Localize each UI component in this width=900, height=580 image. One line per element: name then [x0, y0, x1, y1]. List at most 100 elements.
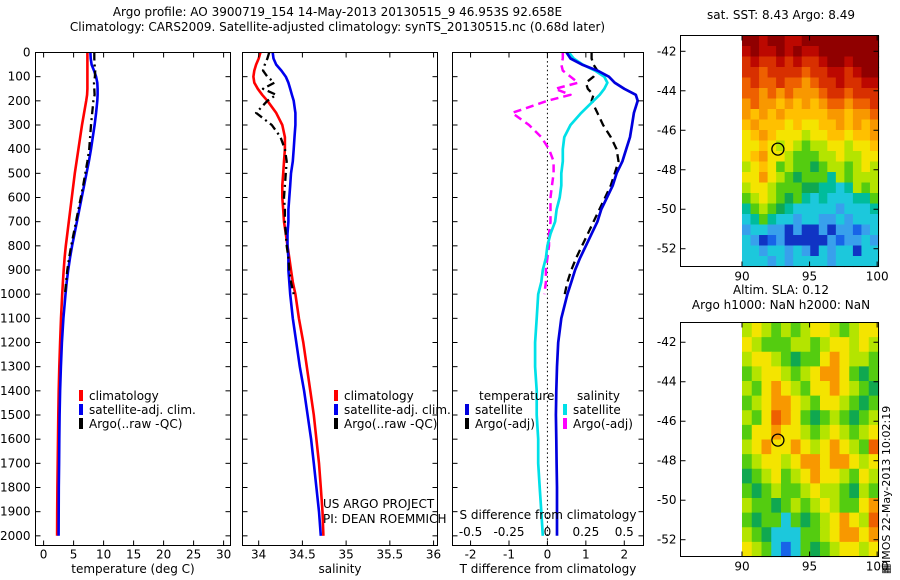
project-annotation: US ARGO PROJECT PI: DEAN ROEMMICH	[323, 497, 446, 527]
svg-text:34.5: 34.5	[289, 548, 316, 562]
svg-text:1400: 1400	[0, 384, 31, 398]
series-satellite-adj-clim-	[57, 52, 99, 536]
figure-title: Argo profile: AO 3900719_154 14-May-2013…	[10, 5, 665, 35]
satellite-adj-swatch	[334, 404, 338, 415]
sla-heatmap-grid	[741, 322, 880, 558]
t-difference-axis-label: T difference from climatology	[459, 562, 637, 576]
svg-text:1200: 1200	[0, 336, 31, 350]
climatology-swatch	[79, 390, 83, 401]
svg-text:2000: 2000	[0, 529, 31, 543]
svg-text:-48: -48	[657, 454, 677, 468]
svg-text:1100: 1100	[0, 311, 31, 325]
series-argo-raw-qc-	[63, 52, 97, 295]
svg-text:0: 0	[544, 548, 552, 562]
sla-profile-location-marker	[771, 433, 785, 447]
svg-text:1900: 1900	[0, 505, 31, 519]
svg-text:30: 30	[216, 548, 231, 562]
temperature-legend: climatology satellite-adj. clim. Argo(..…	[79, 389, 196, 431]
svg-text:0.25: 0.25	[572, 525, 599, 539]
satellite-adj-swatch	[79, 404, 83, 415]
legend-item-argo: Argo(..raw -QC)	[79, 417, 196, 431]
legend-header-salinity: salinity	[577, 389, 621, 403]
series-argo-raw-qc-	[254, 52, 295, 295]
salinity-axes-box	[242, 52, 438, 546]
series-s-argo-adj-	[510, 52, 580, 295]
argo-swatch	[334, 418, 338, 429]
argo-swatch	[79, 418, 83, 429]
sst-heatmap-grid	[741, 35, 880, 268]
svg-text:300: 300	[8, 118, 31, 132]
svg-text:1500: 1500	[0, 408, 31, 422]
svg-text:-2: -2	[465, 548, 477, 562]
sst-map-title: sat. SST: 8.43 Argo: 8.49	[706, 8, 856, 22]
svg-text:36: 36	[426, 548, 441, 562]
svg-text:1800: 1800	[0, 481, 31, 495]
svg-text:1000: 1000	[0, 287, 31, 301]
svg-text:200: 200	[8, 94, 31, 108]
t-argo-swatch	[465, 418, 469, 429]
series-climatology	[55, 52, 89, 536]
svg-text:0: 0	[544, 525, 552, 539]
svg-text:1: 1	[582, 548, 590, 562]
series-satellite-adj-clim-	[271, 52, 323, 536]
svg-text:-1: -1	[503, 548, 515, 562]
svg-text:35: 35	[338, 548, 353, 562]
temperature-axis-label: temperature (deg C)	[71, 562, 195, 576]
svg-text:-42: -42	[657, 335, 677, 349]
svg-text:0: 0	[23, 46, 31, 60]
svg-text:600: 600	[8, 191, 31, 205]
svg-text:1700: 1700	[0, 456, 31, 470]
svg-text:0.5: 0.5	[615, 525, 634, 539]
s-difference-axis-label: S difference from climatology	[459, 508, 637, 522]
svg-text:1600: 1600	[0, 432, 31, 446]
legend-item-climatology: climatology	[334, 389, 451, 403]
sla-map: 90 95 100 -42 -44 -46 -48 -50 -52	[657, 322, 889, 574]
legend-item-t-satellite: satellite	[465, 403, 554, 417]
difference-panel: -2 -1 0 1 2 -0.5 -0.25 0 0.25 0.5	[452, 51, 644, 562]
svg-text:5: 5	[70, 548, 78, 562]
svg-text:100: 100	[866, 560, 889, 574]
svg-text:15: 15	[126, 548, 141, 562]
legend-header-temperature: temperature	[479, 389, 555, 403]
salinity-axis-label: salinity	[318, 562, 362, 576]
project-line-1: US ARGO PROJECT	[323, 497, 435, 511]
title-line-2: Climatology: CARS2009. Satellite-adjuste…	[69, 20, 606, 34]
svg-text:-50: -50	[657, 202, 677, 216]
svg-text:900: 900	[8, 263, 31, 277]
svg-text:20: 20	[156, 548, 171, 562]
legend-item-argo: Argo(..raw -QC)	[334, 417, 451, 431]
legend-item-satellite-adj: satellite-adj. clim.	[334, 403, 451, 417]
svg-text:1300: 1300	[0, 360, 31, 374]
svg-text:-48: -48	[657, 163, 677, 177]
temperature-panel: 0 5 10 15 20 25 300100200300400500600700800900…	[0, 46, 231, 562]
svg-text:-46: -46	[657, 123, 677, 137]
svg-text:-44: -44	[657, 375, 677, 389]
title-line-1: Argo profile: AO 3900719_154 14-May-2013…	[112, 5, 563, 19]
svg-text:500: 500	[8, 166, 31, 180]
series-t-satellite	[554, 51, 640, 536]
series-s-satellite	[533, 51, 609, 536]
svg-text:-52: -52	[657, 533, 677, 547]
svg-text:700: 700	[8, 215, 31, 229]
svg-text:100: 100	[8, 70, 31, 84]
svg-text:35.5: 35.5	[376, 548, 403, 562]
imos-timestamp: ▦IMOS 22-May-2013 10:02:19	[880, 405, 893, 576]
salinity-panel: 34 34.5 35 35.5 36	[242, 52, 441, 562]
project-line-2: PI: DEAN ROEMMICH	[323, 512, 447, 526]
svg-text:-0.5: -0.5	[459, 525, 482, 539]
difference-temperature-legend: temperature satellite Argo(-adj)	[465, 389, 554, 431]
s-satellite-swatch	[563, 404, 567, 415]
svg-text:0: 0	[40, 548, 48, 562]
legend-item-s-argo: Argo(-adj)	[563, 417, 633, 431]
svg-text:-42: -42	[657, 44, 677, 58]
svg-text:-52: -52	[657, 242, 677, 256]
svg-text:100: 100	[866, 270, 889, 284]
svg-text:95: 95	[802, 560, 817, 574]
svg-text:95: 95	[802, 270, 817, 284]
svg-text:90: 90	[734, 270, 749, 284]
legend-item-climatology: climatology	[79, 389, 196, 403]
svg-text:90: 90	[734, 560, 749, 574]
svg-text:34: 34	[251, 548, 266, 562]
